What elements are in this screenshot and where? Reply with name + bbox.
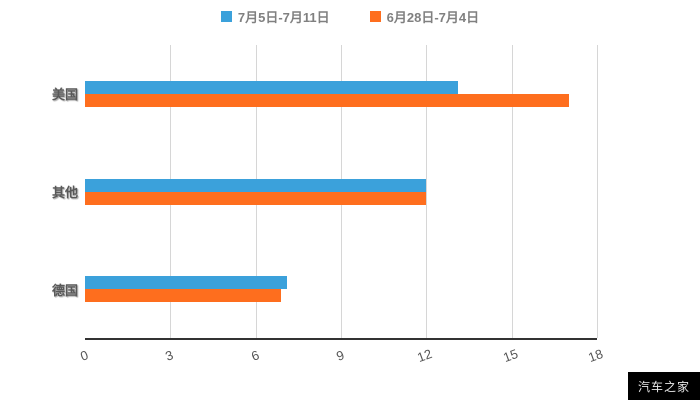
gridline: [597, 45, 598, 338]
bar-series0-cat2[interactable]: [85, 276, 287, 290]
x-axis-tick-label: 12: [415, 345, 435, 366]
bar-series0-cat0[interactable]: [85, 80, 458, 94]
bar-series1-cat1[interactable]: [85, 191, 427, 205]
bar-series1-cat0[interactable]: [85, 93, 569, 107]
x-axis-tick-label: 15: [500, 345, 520, 366]
category-axis: 美国 其他 德国: [0, 45, 78, 338]
bar-group-1: [85, 143, 597, 241]
bar-stack: [85, 178, 597, 205]
plot-area: [85, 45, 598, 340]
bar-rows: [85, 45, 597, 338]
gridline: [426, 45, 428, 338]
legend-item-0[interactable]: 7月5日-7月11日: [220, 7, 330, 26]
bar-series0-cat1[interactable]: [85, 178, 427, 192]
legend-swatch: [369, 11, 381, 22]
bar-group-2: [85, 240, 597, 338]
x-axis-tick-label: 3: [163, 347, 176, 364]
bar-group-0: [85, 45, 597, 143]
legend: 7月5日-7月11日 6月28日-7月4日: [0, 7, 700, 26]
category-label: 美国: [51, 87, 78, 103]
x-axis-tick-label: 9: [334, 347, 347, 364]
watermark: 汽车之家: [628, 372, 700, 400]
bar-stack: [85, 276, 597, 303]
category-label: 德国: [51, 282, 78, 298]
bar-series1-cat2[interactable]: [85, 289, 282, 303]
gridline: [511, 45, 513, 338]
legend-label: 6月28日-7月4日: [386, 10, 480, 25]
legend-item-1[interactable]: 6月28日-7月4日: [369, 7, 480, 26]
category-label: 其他: [51, 185, 78, 200]
x-axis-tick-label: 6: [248, 347, 261, 364]
legend-label: 7月5日-7月11日: [237, 10, 330, 25]
x-axis-tick-label: 18: [586, 345, 605, 366]
bar-stack: [85, 80, 597, 107]
x-axis: 0 3 6 9 12 15 18: [78, 342, 605, 376]
x-axis-tick-label: 0: [78, 347, 91, 364]
legend-swatch: [220, 11, 232, 22]
